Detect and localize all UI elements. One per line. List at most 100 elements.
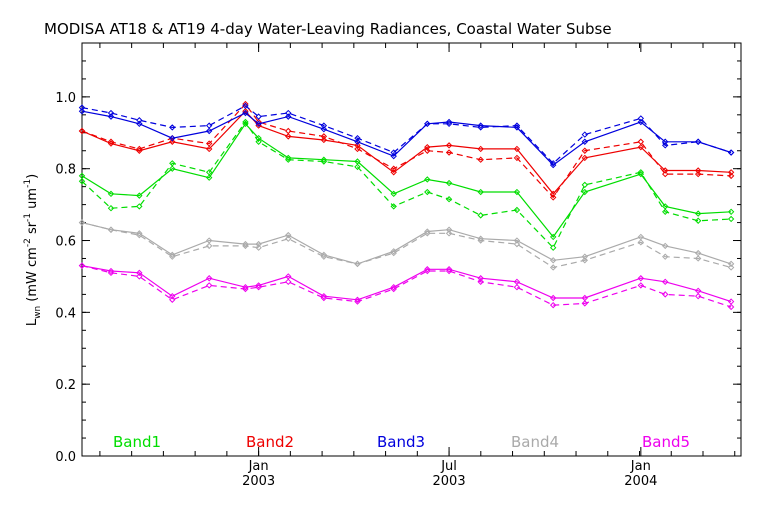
band3-dashed-point: [445, 120, 453, 128]
band1-dashed-point: [581, 181, 589, 189]
band2-dashed-point: [549, 194, 557, 201]
band5-dashed-point: [255, 284, 262, 291]
band3-solid-point: [242, 109, 249, 117]
y-tick-label: 0.2: [55, 378, 76, 393]
band1-dashed-point: [513, 206, 521, 214]
band5-dashed-point: [477, 278, 484, 286]
y-tick-label: 1.0: [55, 91, 76, 106]
band3-dashed-point: [107, 109, 115, 117]
x-tick-year: 2003: [433, 474, 466, 489]
band5-dashed-point: [285, 278, 292, 286]
band5-dashed-point: [513, 284, 521, 291]
band2-solid-point: [445, 142, 453, 149]
band4-dashed-point: [136, 231, 143, 239]
band1-dashed-line: [81, 120, 732, 249]
band4-dashed-point: [78, 219, 86, 226]
series-layer: [78, 100, 735, 311]
band2-dashed-point: [727, 172, 735, 180]
band1-solid-point: [549, 233, 557, 241]
band3-solid-point: [205, 127, 213, 135]
x-tick-year: 2003: [242, 474, 275, 489]
band3-dashed-point: [320, 122, 328, 129]
band1-solid-point: [285, 154, 292, 162]
legend-band3: Band3: [377, 433, 425, 451]
plot-frame: [81, 42, 742, 457]
x-tick-year: 2004: [624, 474, 657, 489]
y-tick-label: 0.6: [55, 235, 76, 250]
band3-dashed-point: [169, 124, 176, 131]
band4-solid-point: [549, 257, 557, 264]
band2-dashed-point: [107, 138, 115, 145]
band5-dashed-point: [424, 267, 431, 275]
band1-dashed-point: [205, 169, 213, 176]
band5-solid-point: [255, 282, 262, 289]
band3-dashed-point: [662, 142, 669, 149]
band3-solid-point: [581, 138, 589, 145]
band5-solid-point: [694, 287, 702, 295]
y-axis-label-part: ): [25, 174, 40, 179]
band1-solid-point: [477, 188, 484, 196]
band4-dashed-point: [581, 257, 589, 264]
band4-solid-point: [169, 251, 176, 259]
band3-dashed-point: [549, 160, 557, 167]
band5-dashed-point: [107, 269, 115, 277]
band2-dashed-point: [581, 147, 589, 154]
x-tick-month: Jul: [440, 459, 457, 474]
band4-dashed-point: [727, 264, 735, 271]
band1-solid-point: [169, 165, 176, 172]
band1-solid-point: [78, 172, 86, 180]
band5-solid-point: [727, 298, 735, 305]
band4-dashed-point: [205, 242, 213, 250]
legend-band2: Band2: [246, 433, 294, 451]
band5-dashed-point: [445, 267, 453, 275]
band5-dashed-point: [637, 282, 645, 289]
band5-dashed-point: [205, 282, 213, 289]
band1-dashed-point: [107, 204, 115, 212]
band2-dashed-point: [78, 127, 86, 135]
band5-dashed-point: [320, 294, 328, 302]
band5-solid-point: [320, 292, 328, 300]
band5-solid-point: [637, 275, 645, 282]
band3-dashed-point: [354, 134, 361, 142]
band3-dashed-point: [285, 109, 292, 117]
band3-dashed-point: [727, 149, 735, 156]
band4-dashed-point: [320, 253, 328, 260]
band2-dashed-point: [205, 140, 213, 147]
band1-solid-point: [513, 188, 521, 196]
band1-dashed-point: [549, 244, 557, 251]
band3-dashed-point: [694, 138, 702, 145]
band1-dashed-point: [136, 203, 143, 210]
y-axis-label-part: wn: [33, 306, 43, 319]
band4-solid-point: [694, 249, 702, 257]
band2-solid-point: [581, 154, 589, 162]
band2-dashed-point: [424, 147, 431, 154]
band1-solid-line: [81, 122, 732, 238]
band4-solid-point: [320, 251, 328, 259]
band4-solid-line: [81, 222, 732, 265]
band2-dashed-point: [320, 133, 328, 140]
band1-dashed-point: [694, 217, 702, 224]
band4-dashed-point: [285, 235, 292, 242]
legend-band1: Band1: [113, 433, 161, 451]
band3-dashed-point: [424, 120, 431, 128]
band4-dashed-point: [255, 244, 262, 251]
band1-dashed-point: [637, 169, 645, 176]
band5-dashed-point: [581, 300, 589, 307]
band2-dashed-point: [354, 145, 361, 153]
band3-dashed-point: [390, 149, 397, 156]
band4-solid-point: [662, 242, 669, 250]
band3-solid-line: [81, 110, 732, 166]
band5-dashed-point: [549, 301, 557, 309]
y-axis-label-part: (mW cm: [25, 247, 40, 306]
band3-dashed-point: [78, 104, 86, 111]
band5-dashed-point: [390, 285, 397, 293]
band3-dashed-point: [513, 122, 521, 129]
band1-solid-point: [205, 174, 213, 181]
band1-dashed-point: [424, 188, 431, 196]
band3-dashed-line: [81, 105, 732, 165]
band4-solid-point: [205, 237, 213, 244]
band3-solid-point: [477, 122, 484, 129]
band2-dashed-point: [390, 165, 397, 172]
